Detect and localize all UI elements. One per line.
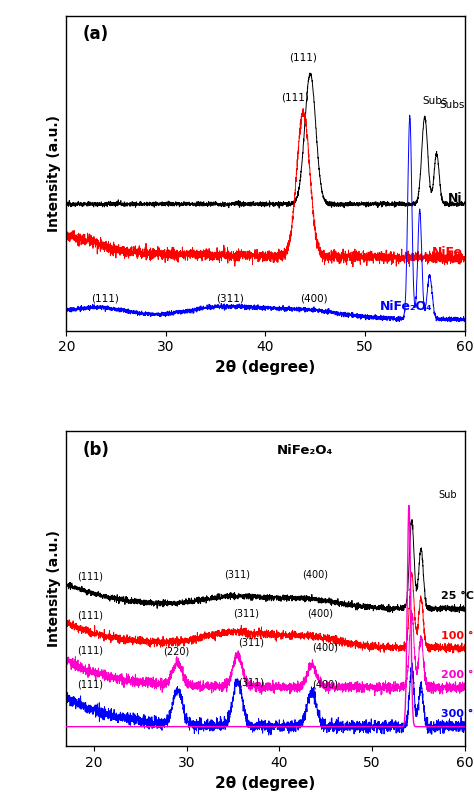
X-axis label: 2θ (degree): 2θ (degree) <box>215 776 316 791</box>
Text: NiFe: NiFe <box>431 246 463 259</box>
Text: Sub: Sub <box>438 491 457 500</box>
Text: (311): (311) <box>216 294 244 304</box>
Text: (111): (111) <box>77 680 103 690</box>
Text: (400): (400) <box>307 608 333 619</box>
Text: 100 °C: 100 °C <box>441 630 474 641</box>
Text: (400): (400) <box>312 680 338 690</box>
Text: Subs: Subs <box>423 96 448 106</box>
X-axis label: 2θ (degree): 2θ (degree) <box>215 360 316 375</box>
Text: (311): (311) <box>237 677 264 688</box>
Text: 200 °C: 200 °C <box>441 670 474 680</box>
Text: Ni: Ni <box>448 192 463 205</box>
Text: (111): (111) <box>77 611 103 621</box>
Text: (220): (220) <box>164 647 190 657</box>
Text: (311): (311) <box>233 608 259 619</box>
Text: (111): (111) <box>289 53 317 63</box>
Text: (311): (311) <box>224 569 250 579</box>
Text: 300 °C: 300 °C <box>441 709 474 719</box>
Text: 25 °C: 25 °C <box>441 592 474 601</box>
Text: (111): (111) <box>282 93 309 102</box>
Text: NiFe₂O₄: NiFe₂O₄ <box>380 300 432 314</box>
Text: (311): (311) <box>237 638 264 648</box>
Text: (b): (b) <box>82 441 109 459</box>
Text: (400): (400) <box>301 294 328 304</box>
Y-axis label: Intensity (a.u.): Intensity (a.u.) <box>47 530 61 647</box>
Y-axis label: Intensity (a.u.): Intensity (a.u.) <box>47 115 61 232</box>
Text: (111): (111) <box>77 572 103 581</box>
Text: (400): (400) <box>302 569 328 579</box>
Text: (400): (400) <box>312 643 338 653</box>
Text: Subs: Subs <box>440 100 465 110</box>
Text: (111): (111) <box>91 294 119 304</box>
Text: (a): (a) <box>82 25 109 44</box>
Text: (111): (111) <box>77 646 103 655</box>
Text: NiFe₂O₄: NiFe₂O₄ <box>277 444 333 457</box>
